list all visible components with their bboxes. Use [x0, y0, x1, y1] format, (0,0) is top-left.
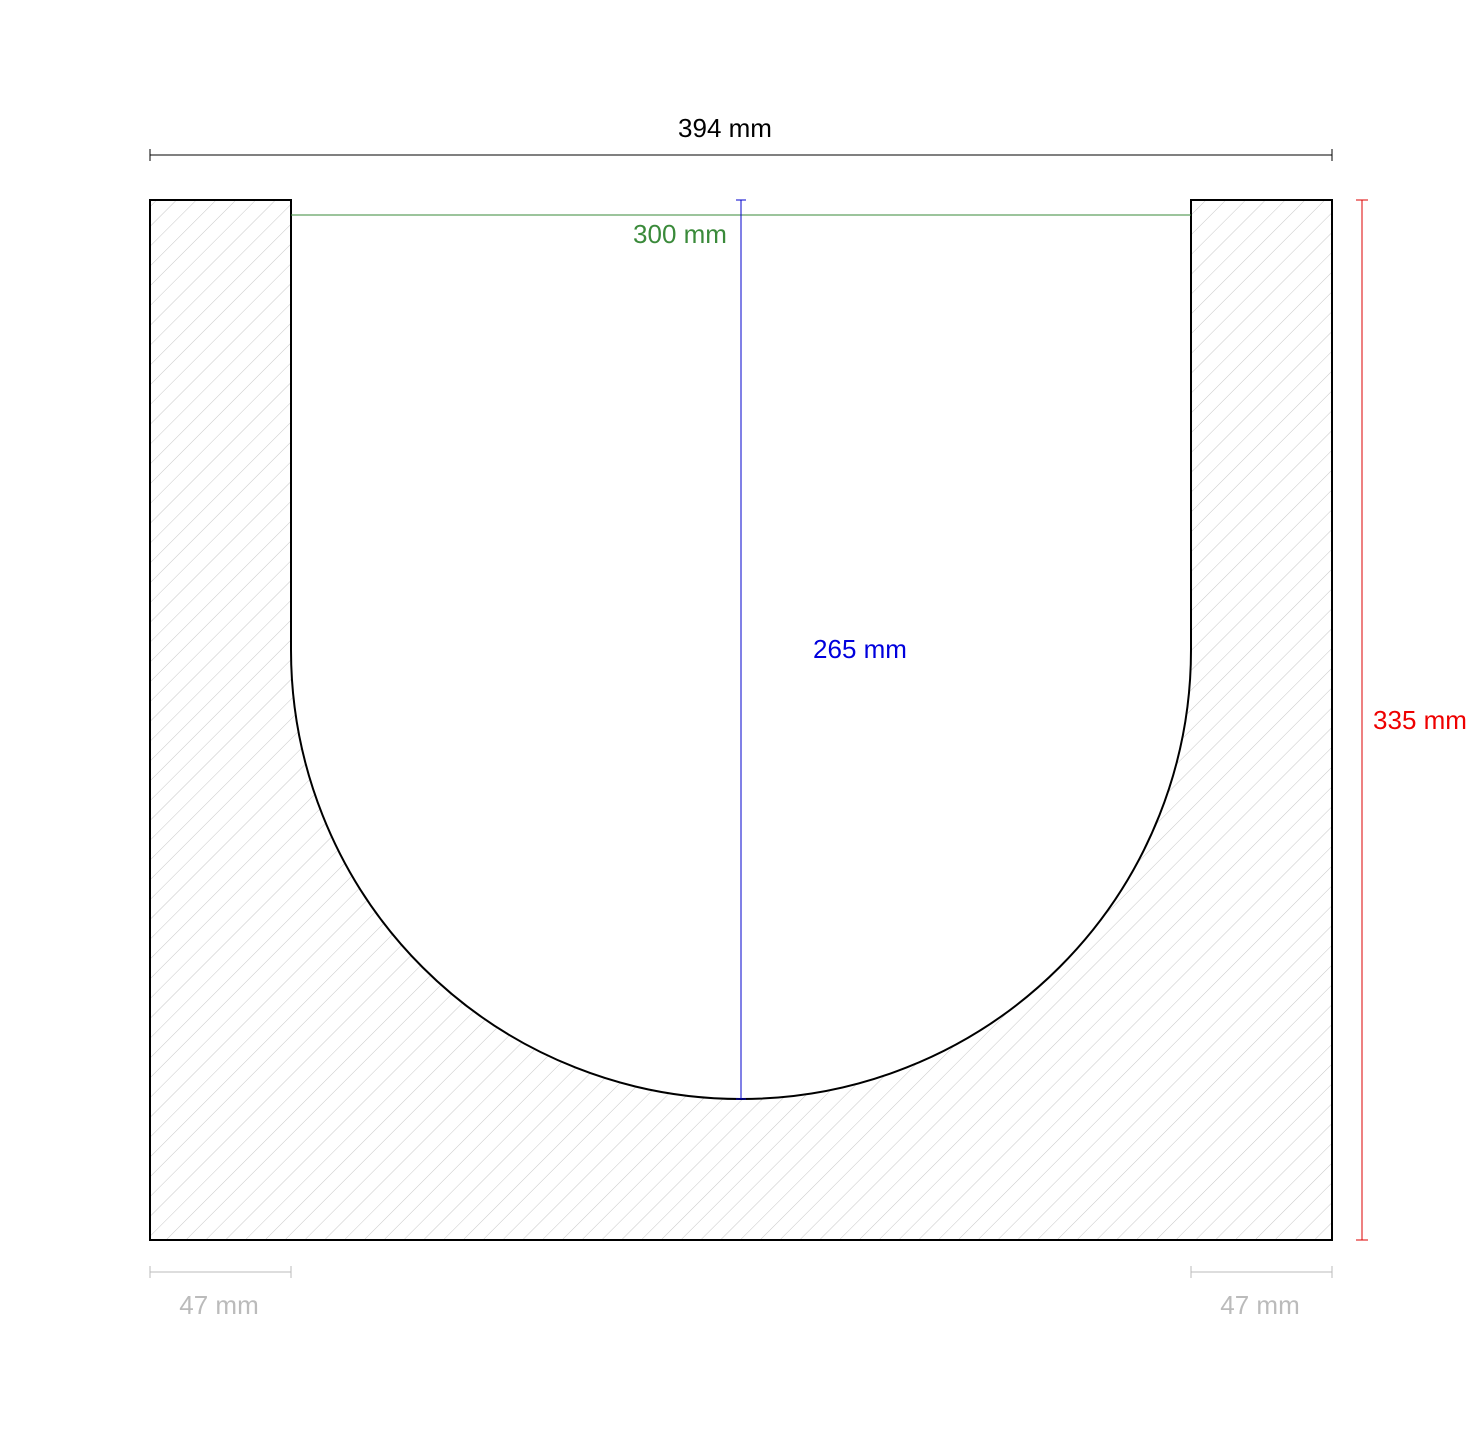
section [149, 199, 1333, 1241]
right-wall-label: 47 mm [1220, 1290, 1299, 1320]
overall-width-dimension [149, 149, 1333, 161]
depth-label: 265 mm [813, 634, 907, 664]
height-label: 335 mm [1373, 705, 1467, 735]
inner-width-label: 300 mm [633, 219, 727, 249]
left-wall-label: 47 mm [179, 1290, 258, 1320]
wall-dimensions [149, 1266, 1333, 1278]
height-dimension [1356, 199, 1368, 1241]
overall-width-label: 394 mm [678, 113, 772, 143]
depth-dimension [736, 199, 746, 1100]
